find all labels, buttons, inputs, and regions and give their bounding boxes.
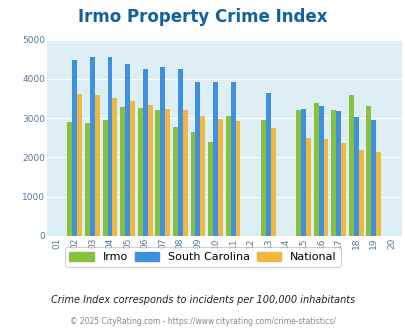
Bar (230, 82, 235, 236)
Bar (265, 93, 270, 236)
Bar (190, 132, 195, 236)
Bar (143, 69, 147, 236)
Bar (165, 109, 170, 236)
Bar (90, 57, 95, 236)
Bar (213, 82, 217, 236)
Bar (335, 112, 340, 236)
Bar (195, 82, 200, 236)
Bar (235, 121, 240, 236)
Bar (130, 101, 134, 236)
Bar (155, 110, 160, 236)
Bar (313, 103, 318, 236)
Bar (323, 139, 328, 236)
Bar (300, 109, 305, 236)
Bar (137, 108, 143, 236)
Bar (85, 123, 90, 236)
Bar (318, 106, 323, 236)
Bar (102, 120, 107, 236)
Bar (330, 110, 335, 236)
Bar (95, 95, 100, 236)
Text: Crime Index corresponds to incidents per 100,000 inhabitants: Crime Index corresponds to incidents per… (51, 295, 354, 305)
Bar (107, 57, 112, 236)
Bar (72, 60, 77, 236)
Bar (371, 120, 375, 236)
Bar (217, 119, 222, 236)
Bar (67, 122, 72, 236)
Bar (353, 116, 358, 236)
Bar (112, 98, 117, 236)
Bar (260, 120, 265, 236)
Bar (295, 110, 300, 236)
Bar (365, 106, 371, 236)
Bar (177, 69, 182, 236)
Bar (160, 67, 165, 236)
Bar (173, 127, 177, 236)
Bar (208, 142, 213, 236)
Bar (200, 116, 205, 236)
Bar (147, 105, 152, 236)
Bar (182, 110, 187, 236)
Bar (125, 64, 130, 236)
Bar (348, 95, 353, 236)
Bar (225, 116, 230, 236)
Legend: Irmo, South Carolina, National: Irmo, South Carolina, National (65, 248, 340, 267)
Bar (77, 94, 82, 236)
Bar (270, 128, 275, 236)
Bar (305, 138, 310, 236)
Bar (120, 107, 125, 236)
Text: © 2025 CityRating.com - https://www.cityrating.com/crime-statistics/: © 2025 CityRating.com - https://www.city… (70, 317, 335, 326)
Bar (358, 149, 363, 236)
Bar (340, 143, 345, 236)
Bar (375, 152, 380, 236)
Text: Irmo Property Crime Index: Irmo Property Crime Index (78, 8, 327, 26)
